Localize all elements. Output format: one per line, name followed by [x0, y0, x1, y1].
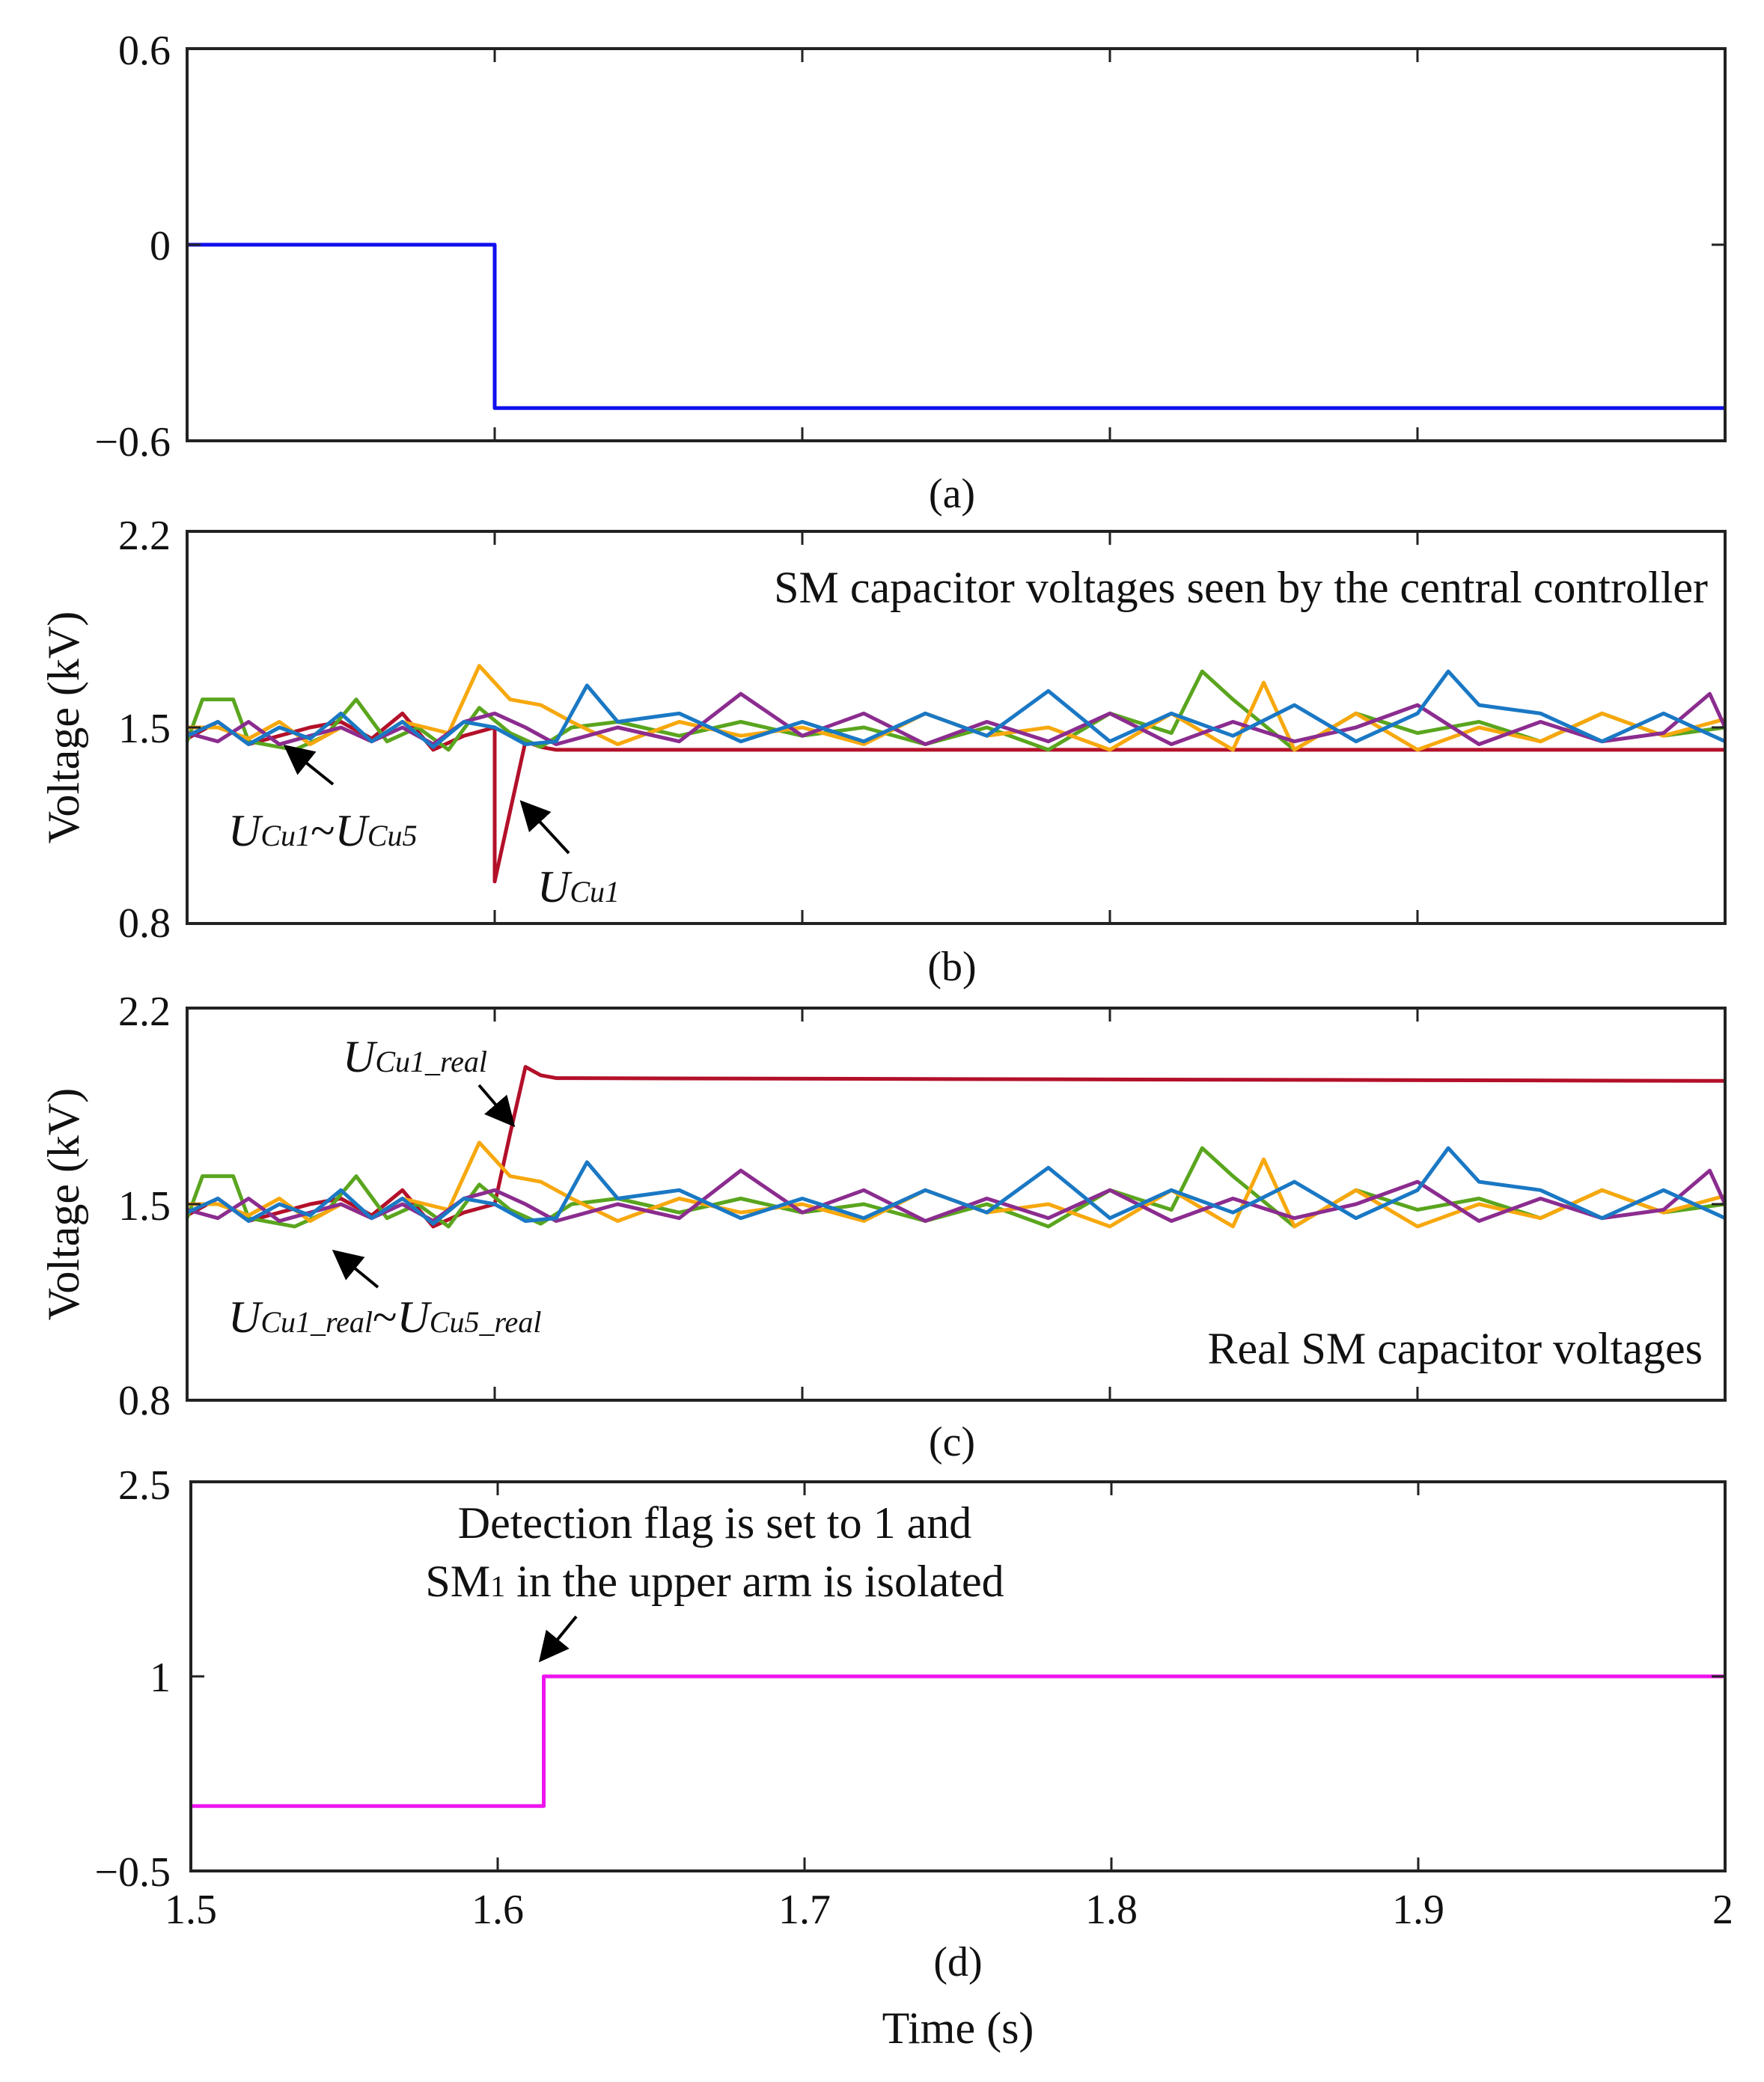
panel-b-sym-one: UCu1 [537, 862, 620, 912]
panel-c-lines [185, 1065, 1727, 1229]
panel-b-arrow-all [283, 745, 335, 786]
panel-c-ytick-mid: 1.5 [118, 1183, 171, 1230]
panel-a-ytick-top: 0.6 [118, 28, 171, 74]
panel-b-ticks [186, 530, 1727, 925]
panel-d-ticks [189, 1480, 1727, 1872]
panel-c-annotation: Real SM capacitor voltages [1208, 1324, 1703, 1373]
sym-sub: Cu1 [570, 875, 620, 909]
panel-b-lines [185, 664, 1727, 884]
panel-d-annotation-line1: Detection flag is set to 1 and [458, 1498, 971, 1548]
panel-a: 0.6 0 −0.6 (a) [94, 28, 1727, 517]
panel-d-annotation-line2: SM1 in the upper arm is isolated [425, 1557, 1004, 1606]
panel-c-arrow-one [477, 1084, 516, 1128]
panel-b-annotation: SM capacitor voltages seen by the centra… [774, 563, 1708, 612]
panel-c-ytick-top: 2.2 [118, 989, 171, 1035]
panel-b-ytick-mid: 1.5 [118, 706, 171, 752]
xtick-label: 1.6 [471, 1887, 524, 1933]
panel-c-arrow-all [332, 1249, 379, 1289]
panel-d-label: (d) [933, 1939, 982, 1985]
panel-c-ylabel: Voltage (kV) [39, 1088, 88, 1321]
panel-b-ytick-bottom: 0.8 [118, 900, 171, 947]
x-tick-labels: 1.5 1.6 1.7 1.8 1.9 2 [165, 1887, 1733, 1933]
sym-u: U [343, 1032, 378, 1081]
xtick-label: 2 [1712, 1887, 1733, 1933]
x-axis-title: Time (s) [882, 2003, 1034, 2053]
xtick-label: 1.8 [1085, 1887, 1138, 1933]
xtick-label: 1.5 [165, 1887, 217, 1933]
panel-a-ytick-mid: 0 [150, 223, 171, 269]
series-line-signal [187, 242, 1725, 410]
panel-b-label: (b) [927, 944, 976, 990]
sym-sub: Cu1 [260, 819, 311, 852]
series-line-ucu5-real [186, 1146, 1727, 1226]
panel-a-ytick-bottom: −0.6 [94, 419, 171, 465]
panel-b-sym-all: UCu1~UCu5 [228, 806, 418, 855]
annotation-sm-sub: 1 [490, 1569, 505, 1603]
xtick-label: 1.7 [778, 1887, 831, 1933]
series-line-ucu5 [186, 669, 1727, 749]
panel-c: 2.2 1.5 0.8 Voltage (kV) Real SM capacit… [39, 989, 1727, 1465]
panel-d-ytick-top: 2.5 [118, 1462, 171, 1509]
panel-d: 2.5 1 −0.5 Detection flag is set to 1 an… [94, 1462, 1733, 2053]
panel-c-ticks [186, 1007, 1727, 1402]
panel-d-ytick-mid: 1 [150, 1655, 171, 1701]
panel-b-ylabel: Voltage (kV) [39, 611, 88, 844]
panel-d-arrow [538, 1615, 578, 1663]
panel-c-label: (c) [929, 1419, 975, 1465]
panel-c-ytick-bottom: 0.8 [118, 1378, 171, 1424]
sym-sub: Cu1_real [375, 1045, 487, 1078]
sym-u: U [228, 806, 263, 855]
sym-u: U [537, 862, 573, 912]
panel-b-arrow-one [519, 800, 570, 855]
sym-sub: Cu5 [367, 819, 418, 852]
series-line-ucu4 [186, 692, 1727, 746]
annotation-rest: in the upper arm is isolated [505, 1557, 1004, 1606]
xtick-label: 1.9 [1392, 1887, 1444, 1933]
panel-a-lines [187, 242, 1725, 410]
panel-c-sym-one: UCu1_real [343, 1032, 487, 1081]
series-line-ucu2-real [185, 1146, 1726, 1229]
panel-a-ticks [186, 47, 1727, 442]
series-line-ucu4-real [186, 1168, 1727, 1223]
panel-d-lines [191, 1674, 1725, 1808]
panel-d-ytick-bottom: −0.5 [94, 1849, 171, 1896]
panel-b-ytick-top: 2.2 [118, 513, 171, 559]
annotation-sm: SM [425, 1557, 490, 1606]
sym-u: U [228, 1292, 263, 1342]
series-line-detection-flag [191, 1674, 1725, 1808]
series-line-ucu1-real [186, 1065, 1726, 1229]
sym-sub: Cu1_real [260, 1305, 373, 1339]
panel-a-label: (a) [929, 471, 975, 517]
panel-b: 2.2 1.5 0.8 Voltage (kV) SM capacitor vo… [39, 513, 1727, 990]
panel-c-sym-all: UCu1_real~UCu5_real [228, 1292, 541, 1342]
sym-u: U [335, 806, 370, 855]
sym-sub: Cu5_real [430, 1305, 542, 1339]
sym-u: U [397, 1292, 432, 1342]
series-line-ucu2 [185, 669, 1726, 752]
sym-tilde: ~ [373, 1292, 397, 1342]
sym-tilde: ~ [311, 806, 335, 855]
